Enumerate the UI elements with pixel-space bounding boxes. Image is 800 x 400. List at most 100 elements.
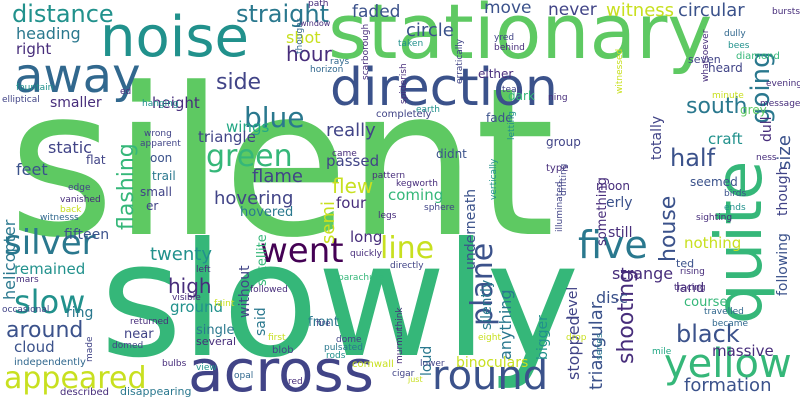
- word-course: course: [684, 295, 728, 310]
- word-vertically: vertically: [489, 158, 499, 200]
- word-sphere: sphere: [424, 203, 455, 213]
- word-remained: remained: [14, 260, 86, 278]
- word-direction: direction: [330, 58, 558, 118]
- word-near: near: [124, 327, 154, 342]
- word-path: path: [308, 0, 329, 9]
- word-trail2: trail: [326, 0, 328, 1]
- word-totally: totally: [649, 115, 665, 160]
- word-pulsated: pulsated: [324, 343, 363, 353]
- word-bigger: bigger: [535, 315, 551, 360]
- word-nothing: nothing: [684, 234, 742, 252]
- word-ends: ends: [724, 203, 746, 213]
- word-feet: feet: [16, 160, 48, 179]
- word-silver: silver: [4, 223, 96, 263]
- word-eight: eight: [478, 333, 501, 343]
- word-right: right: [16, 40, 52, 58]
- word-small: small: [140, 185, 172, 199]
- word-minute: minute: [712, 91, 744, 101]
- word-disappearing: disappearing: [120, 385, 192, 398]
- word-twenty: twenty: [150, 244, 212, 265]
- word-earth: earth: [416, 105, 440, 115]
- word-single: single: [196, 323, 235, 338]
- word-er: er: [146, 199, 159, 213]
- word-described: described: [60, 387, 109, 398]
- word-craft: craft: [708, 130, 743, 148]
- word-hovered: hovered: [240, 205, 294, 220]
- word-just: just: [408, 375, 423, 384]
- word-trail: trail: [152, 169, 176, 183]
- word-passed: passed: [326, 152, 380, 170]
- word-round: round: [432, 353, 549, 399]
- word-spiderish: spiderish: [399, 63, 409, 104]
- word-blob: blob: [272, 345, 294, 356]
- word-line: line: [380, 231, 435, 266]
- word-view: view: [196, 363, 217, 373]
- word-pattern: pattern: [372, 171, 406, 181]
- word-lower: lower: [420, 359, 445, 369]
- word-bursts: bursts: [772, 7, 800, 17]
- word-message: message: [760, 99, 800, 109]
- word-ning: ning: [548, 93, 568, 103]
- word-tracing: tracing: [674, 283, 706, 293]
- word-slowly: slowly: [100, 209, 580, 393]
- word-slow: slow: [14, 283, 86, 321]
- word-became: became: [712, 319, 749, 329]
- word-front: front: [308, 315, 339, 330]
- word-drop: drop: [566, 333, 587, 343]
- word-grey: grey: [740, 103, 767, 117]
- word-came: came: [332, 149, 357, 159]
- word-four: four: [336, 194, 367, 212]
- word-height: height: [152, 94, 200, 112]
- word-faded: faded: [352, 2, 401, 22]
- word-yred: yred: [494, 33, 515, 43]
- word-left: left: [196, 265, 211, 275]
- word-ness: ness: [756, 153, 777, 163]
- word-group: group: [546, 135, 581, 149]
- word-taken: taken: [398, 39, 424, 49]
- word-house: house: [656, 195, 681, 262]
- word-though: though: [775, 166, 791, 216]
- word-apparent: apparent: [140, 139, 181, 149]
- word-massive: massive: [712, 342, 774, 360]
- word-blue: blue: [244, 101, 305, 134]
- word-first: first: [268, 333, 286, 343]
- word-back: back: [60, 205, 82, 215]
- word-flat: flat: [86, 153, 106, 167]
- word-shot: shot: [286, 28, 321, 47]
- word-flashing: flashing: [114, 143, 139, 230]
- word-domed: domed: [112, 341, 144, 351]
- word-rays: rays: [330, 57, 350, 67]
- word-circular: circular: [678, 0, 745, 21]
- word-flame: flame: [252, 166, 303, 187]
- word-move: move: [484, 0, 532, 18]
- word-red: red: [288, 377, 303, 387]
- word-mars: mars: [16, 275, 39, 285]
- word-fade: fade: [486, 111, 513, 125]
- word-wings: wings: [226, 118, 270, 136]
- word-made: made: [85, 336, 95, 362]
- word-hovering: hovering: [214, 188, 294, 209]
- word-seven: seven: [688, 53, 721, 66]
- word-ring: ring: [66, 305, 94, 321]
- word-lowing: following: [775, 233, 791, 296]
- word-cloud: cloud: [14, 338, 55, 356]
- word-vanished: vanished: [60, 195, 101, 205]
- word-bees: bees: [728, 41, 750, 51]
- word-fountain: fountain: [16, 83, 54, 93]
- word-land: land: [676, 281, 705, 296]
- word-witness: witness: [606, 0, 675, 21]
- word-quickly: quickly: [350, 249, 382, 259]
- word-murmur: murmur: [395, 327, 405, 364]
- word-visible: visible: [172, 293, 201, 303]
- word-high: high: [168, 274, 212, 298]
- word-faint: faint: [214, 299, 235, 309]
- word-rods: rods: [326, 351, 346, 361]
- word-disc: disc: [596, 288, 628, 307]
- word-underneath: underneath: [463, 188, 479, 270]
- word-static: static: [48, 138, 92, 157]
- word-dully: dully: [724, 29, 746, 39]
- word-didnt: didnt: [436, 147, 467, 161]
- word-erly: erly: [606, 195, 633, 211]
- word-ground: ground: [170, 298, 224, 316]
- word-binoculars: binoculars: [456, 355, 529, 371]
